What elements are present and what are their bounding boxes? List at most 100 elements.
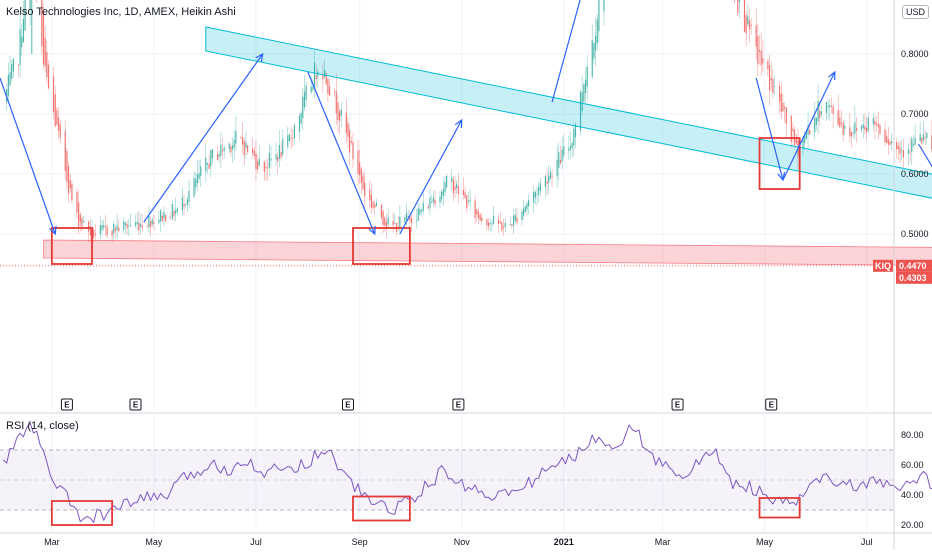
candle-body — [52, 76, 55, 113]
candle-body — [19, 29, 21, 66]
candle-body — [22, 18, 25, 42]
candle-body — [243, 140, 245, 156]
candle-body — [195, 179, 197, 188]
candle-body — [327, 78, 329, 94]
candle-body — [419, 209, 421, 215]
candle-body — [235, 130, 237, 144]
candle-body — [434, 200, 436, 205]
rsi-tick-label: 80.00 — [901, 430, 924, 440]
highlight-box[interactable] — [758, 137, 801, 190]
last-price-badge — [896, 259, 932, 272]
candle-body — [573, 128, 575, 146]
candle-body — [56, 110, 58, 125]
candle-body — [126, 224, 128, 228]
earnings-marker-label: E — [133, 401, 139, 410]
candle-body — [499, 221, 501, 224]
candle-body — [183, 203, 185, 207]
earnings-marker-box — [129, 398, 142, 411]
candle-body — [57, 117, 60, 132]
earnings-marker[interactable]: E — [671, 398, 684, 411]
candle-body — [598, 0, 600, 32]
currency-button[interactable]: USD — [902, 5, 930, 19]
candle-body — [829, 104, 831, 107]
candle-body — [370, 194, 372, 208]
projection-arrow[interactable] — [307, 71, 376, 236]
candle-body — [231, 145, 234, 150]
candle-layer — [6, 0, 932, 243]
candle-body — [770, 77, 772, 81]
candle-body — [897, 145, 899, 149]
rsi-highlight-box[interactable] — [352, 495, 411, 522]
candle-body — [874, 121, 876, 126]
candle-body — [352, 141, 354, 160]
candle-body — [817, 100, 819, 122]
candle-body — [513, 215, 515, 226]
candle-body — [364, 182, 366, 197]
rsi-series-line — [2, 422, 932, 523]
candle-body — [758, 49, 761, 52]
candle-body — [230, 146, 232, 153]
arrow-head — [368, 225, 376, 236]
candle-body — [339, 111, 341, 121]
candle-body — [504, 222, 506, 227]
candle-body — [586, 66, 588, 87]
candle-body — [103, 225, 105, 228]
candle-body — [46, 52, 48, 78]
rsi-highlight-box[interactable] — [50, 500, 113, 526]
arrow-shaft — [782, 71, 836, 181]
events-layer[interactable]: EEEEEEEEE — [60, 398, 932, 411]
earnings-marker[interactable]: E — [60, 398, 73, 411]
earnings-marker[interactable]: E — [452, 398, 465, 411]
projection-arrow[interactable] — [551, 0, 657, 103]
candle-body — [486, 219, 488, 226]
highlight-box[interactable] — [352, 227, 411, 265]
candle-body — [293, 125, 296, 139]
drawing-layer[interactable] — [0, 0, 932, 526]
candle-body — [867, 117, 869, 131]
candle-body — [538, 186, 540, 195]
projection-arrow[interactable] — [0, 77, 57, 236]
candle-body — [467, 200, 470, 202]
earnings-marker[interactable]: E — [129, 398, 142, 411]
highlight-box[interactable] — [50, 227, 93, 265]
arrow-shaft — [551, 0, 581, 103]
candle-body — [748, 20, 751, 30]
projection-arrow[interactable] — [917, 143, 932, 210]
candle-body — [489, 223, 491, 225]
candle-body — [104, 226, 106, 228]
support-zone[interactable] — [43, 239, 932, 270]
candle-body — [583, 84, 585, 102]
time-tick-label: Mar — [44, 537, 60, 547]
rsi-highlight-box[interactable] — [758, 497, 801, 519]
earnings-marker-label: E — [675, 401, 681, 410]
candle-body — [772, 79, 774, 93]
candle-body — [760, 50, 762, 66]
candle-body — [136, 221, 138, 225]
candle-body — [579, 91, 582, 131]
candle-body — [409, 216, 411, 221]
candle-body — [357, 150, 359, 174]
candle-body — [444, 182, 446, 193]
trend-channel[interactable] — [205, 26, 932, 288]
candle-body — [7, 75, 9, 96]
earnings-marker[interactable]: E — [765, 398, 778, 411]
candle-body — [29, 0, 31, 10]
projection-arrow[interactable] — [143, 52, 264, 223]
candle-body — [802, 137, 804, 149]
projection-arrow[interactable] — [755, 77, 786, 182]
candle-body — [502, 226, 505, 228]
candle-body — [333, 90, 336, 92]
projection-arrow[interactable] — [399, 118, 463, 235]
earnings-marker[interactable]: E — [341, 398, 354, 411]
candle-body — [362, 175, 364, 190]
candle-body — [407, 216, 409, 217]
arrow-shaft — [917, 143, 932, 168]
candle-body — [88, 221, 90, 232]
candle-body — [840, 122, 843, 124]
candle-body — [922, 134, 925, 141]
candle-body — [842, 122, 844, 135]
projection-arrow[interactable] — [782, 70, 836, 181]
candle-body — [404, 217, 406, 223]
